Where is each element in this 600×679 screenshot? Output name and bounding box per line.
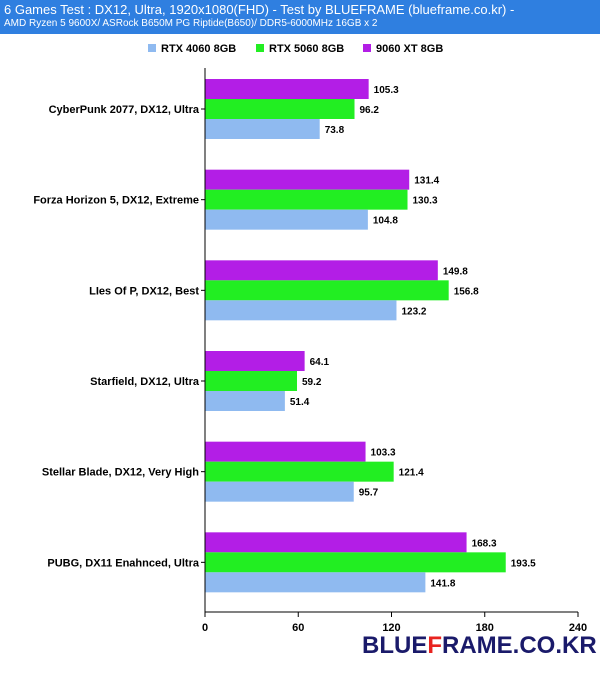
value-label: 193.5 bbox=[511, 558, 536, 569]
category-label: LIes Of P, DX12, Best bbox=[89, 285, 199, 297]
bar bbox=[205, 481, 354, 502]
bar bbox=[205, 280, 449, 301]
category-label: Forza Horizon 5, DX12, Extreme bbox=[33, 195, 199, 207]
value-label: 64.1 bbox=[310, 357, 330, 368]
bar bbox=[205, 79, 369, 99]
x-tick-label: 180 bbox=[476, 622, 494, 634]
chart-subtitle: AMD Ryzen 5 9600X/ ASRock B650M PG Ripti… bbox=[4, 18, 378, 29]
bar bbox=[205, 260, 438, 281]
bar bbox=[205, 572, 426, 593]
watermark-part-rame: RAME.CO.KR bbox=[442, 632, 597, 659]
bar bbox=[205, 99, 355, 119]
category-label: Starfield, DX12, Ultra bbox=[90, 376, 200, 388]
bar bbox=[205, 552, 506, 573]
chart-title: 6 Games Test : DX12, Ultra, 1920x1080(FH… bbox=[4, 2, 515, 17]
bar bbox=[205, 441, 366, 462]
value-label: 123.2 bbox=[401, 306, 426, 317]
legend-label: RTX 4060 8GB bbox=[161, 43, 236, 55]
bar bbox=[205, 391, 285, 411]
category-label: CyberPunk 2077, DX12, Ultra bbox=[49, 104, 200, 116]
value-label: 121.4 bbox=[399, 468, 424, 479]
bar bbox=[205, 461, 394, 482]
value-label: 149.8 bbox=[443, 266, 468, 277]
bar bbox=[205, 209, 368, 230]
bar bbox=[205, 371, 298, 391]
bar bbox=[205, 119, 320, 139]
value-label: 156.8 bbox=[454, 286, 479, 297]
value-label: 103.3 bbox=[371, 448, 396, 459]
legend-swatch bbox=[256, 44, 264, 52]
watermark-part-blue: BLUE bbox=[362, 632, 428, 659]
legend-label: RTX 5060 8GB bbox=[269, 43, 344, 55]
bar bbox=[205, 300, 397, 321]
chart-header: 6 Games Test : DX12, Ultra, 1920x1080(FH… bbox=[0, 0, 600, 34]
value-label: 131.4 bbox=[414, 176, 439, 187]
value-label: 59.2 bbox=[302, 377, 322, 388]
value-label: 96.2 bbox=[360, 105, 380, 116]
watermark-part-f: F bbox=[427, 632, 443, 659]
watermark-logo: BLUEFRAME.CO.KR bbox=[362, 632, 597, 660]
category-label: Stellar Blade, DX12, Very High bbox=[42, 467, 199, 479]
bar bbox=[205, 169, 410, 190]
value-label: 141.8 bbox=[430, 578, 455, 589]
value-label: 51.4 bbox=[290, 397, 310, 408]
value-label: 130.3 bbox=[413, 196, 438, 207]
bar bbox=[205, 351, 305, 371]
x-tick-label: 60 bbox=[292, 622, 304, 634]
x-tick-label: 120 bbox=[382, 622, 400, 634]
value-label: 73.8 bbox=[325, 125, 345, 136]
value-label: 95.7 bbox=[359, 488, 379, 499]
value-label: 105.3 bbox=[374, 85, 399, 96]
legend-label: 9060 XT 8GB bbox=[376, 43, 443, 55]
legend-swatch bbox=[363, 44, 371, 52]
value-label: 168.3 bbox=[472, 538, 497, 549]
x-tick-label: 240 bbox=[569, 622, 587, 634]
value-label: 104.8 bbox=[373, 216, 398, 227]
x-tick-label: 0 bbox=[202, 622, 208, 634]
bar bbox=[205, 189, 408, 210]
category-label: PUBG, DX11 Enahnced, Ultra bbox=[47, 557, 199, 569]
bar bbox=[205, 532, 467, 553]
legend-swatch bbox=[148, 44, 156, 52]
